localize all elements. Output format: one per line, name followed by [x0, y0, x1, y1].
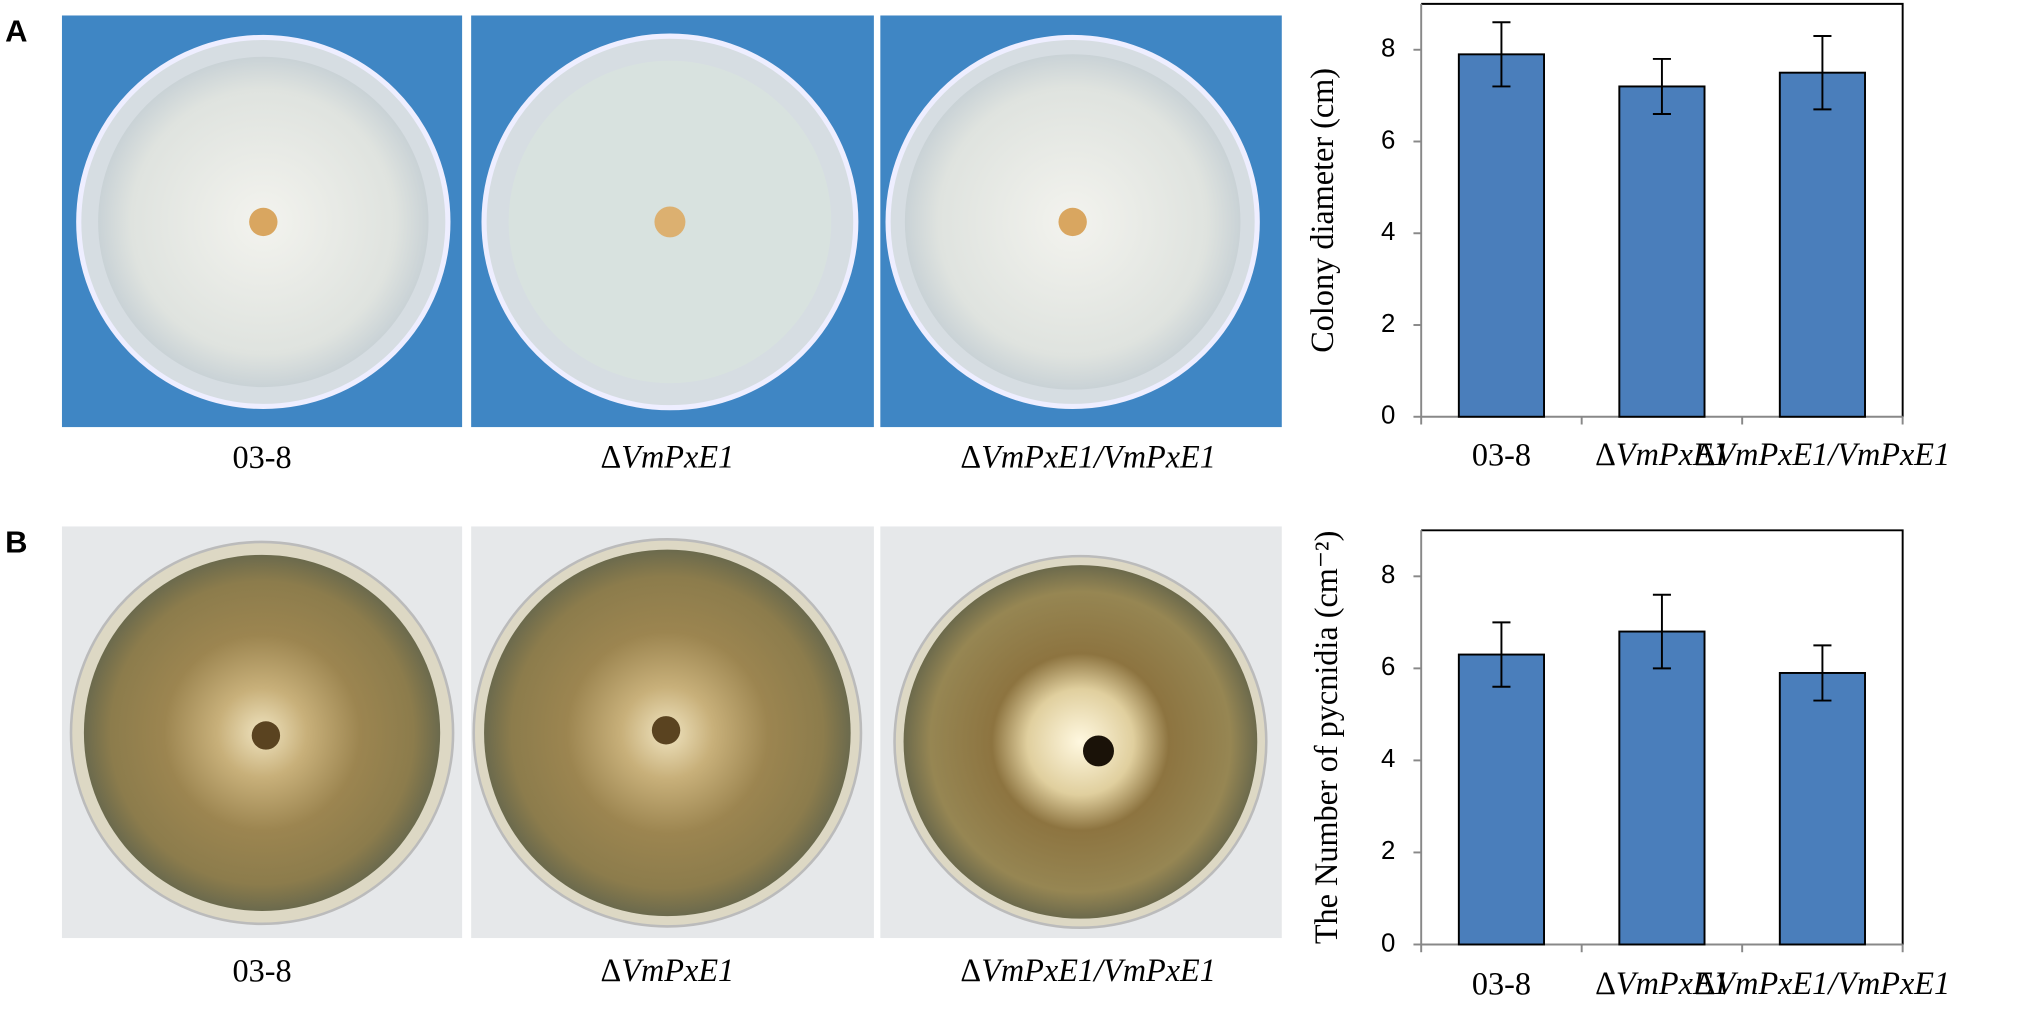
error-bar: [1813, 644, 1832, 702]
error-bar: [1652, 57, 1671, 115]
error-bar: [1813, 35, 1832, 111]
bar: [1457, 653, 1545, 946]
photo-label: ΔVmPxE1/VmPxE1: [960, 439, 1215, 475]
bar: [1618, 85, 1706, 418]
y-tick-label: 6: [1381, 653, 1395, 681]
bar: [1457, 53, 1545, 418]
y-tick-label: 4: [1381, 745, 1395, 773]
x-tick-label: 03-8: [1472, 436, 1531, 472]
y-tick-label: 2: [1381, 310, 1395, 338]
x-tick-label: 03-8: [1472, 965, 1531, 1001]
y-axis-label: Colony diameter (cm): [1304, 68, 1340, 353]
x-tick-label: ΔVmPxE1/VmPxE1: [1695, 436, 1950, 472]
panel-letter: A: [5, 14, 27, 49]
y-tick-label: 8: [1381, 35, 1395, 63]
x-tick-label: ΔVmPxE1/VmPxE1: [1695, 965, 1950, 1001]
labels: A 03-8 ΔVmPxE1 ΔVmPxE1/VmPxE1 B 03-8 ΔVmPxE1 ΔV…: [5, 14, 1216, 989]
panel-letter: B: [5, 525, 27, 560]
photo-label: ΔVmPxE1: [601, 439, 735, 475]
y-tick-label: 4: [1381, 218, 1395, 246]
y-tick-label: 6: [1381, 126, 1395, 154]
error-bar: [1652, 593, 1671, 670]
y-tick-label: 0: [1381, 402, 1395, 430]
bar: [1778, 71, 1866, 418]
y-tick-label: 2: [1381, 837, 1395, 865]
bar: [1618, 630, 1706, 946]
photos-b: [61, 526, 1282, 939]
bar: [1778, 672, 1866, 946]
photo-label: ΔVmPxE1/VmPxE1: [960, 953, 1215, 989]
x-tick-label: ΔVmPxE1: [1595, 436, 1729, 472]
x-tick-label: ΔVmPxE1: [1595, 965, 1729, 1001]
photos-a: [61, 15, 1282, 428]
photo-label: ΔVmPxE1: [601, 953, 735, 989]
plot-frame: [1421, 2, 1904, 417]
y-tick-label: 0: [1381, 929, 1395, 957]
plot-frame: [1421, 529, 1904, 945]
error-bar: [1492, 21, 1511, 88]
photo-label: 03-8: [232, 439, 291, 475]
photo-label: 03-8: [232, 953, 291, 989]
error-bar: [1492, 621, 1511, 688]
y-axis-label: The Number of pycnidia (cm⁻²): [1308, 531, 1344, 944]
y-tick-label: 8: [1381, 561, 1395, 589]
